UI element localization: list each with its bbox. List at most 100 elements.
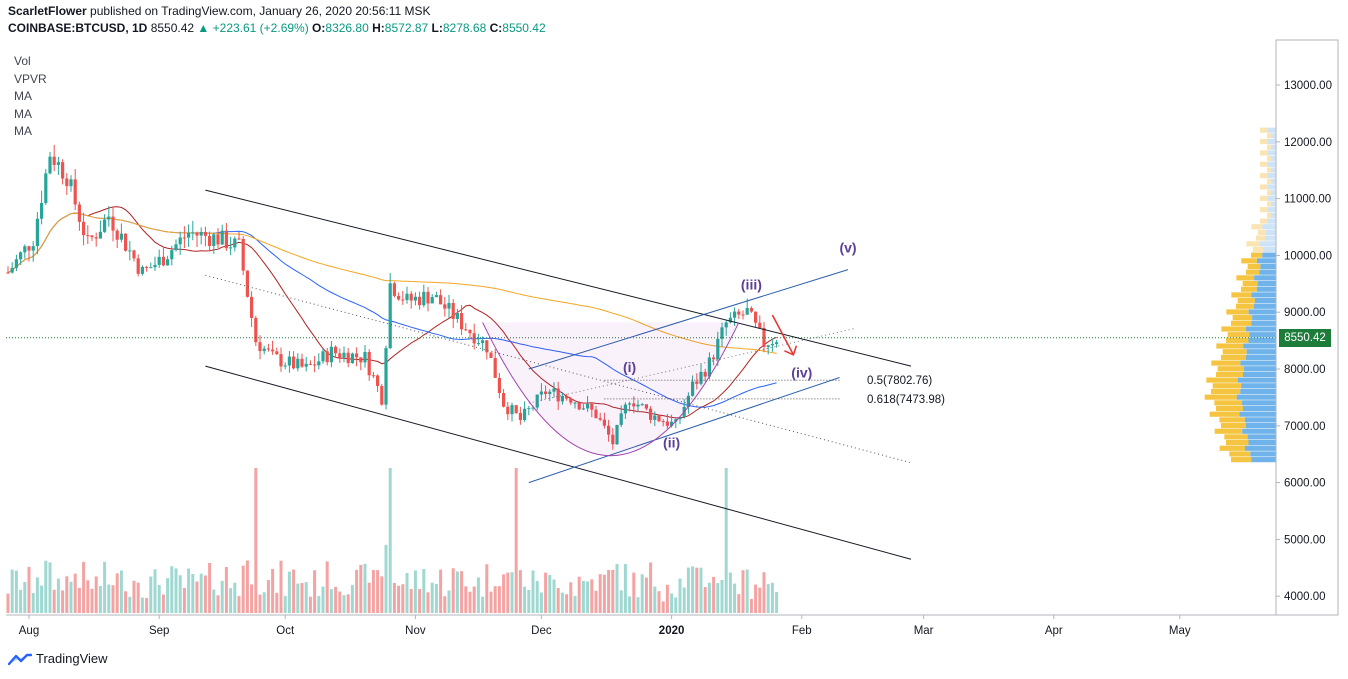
volume-bar [573,595,577,613]
open-label: O: [312,21,326,35]
vpvr-bar-down [1263,246,1276,253]
ma-short-line [7,206,777,419]
volume-bar [661,601,665,613]
channel-upper-line [205,189,912,367]
volume-bar [161,594,165,613]
author-name[interactable]: ScarletFlower [8,4,87,18]
vpvr-bar-down [1267,184,1276,190]
vpvr-bar-down [1243,366,1276,372]
candle-body [220,230,224,245]
volume-bar [686,567,690,613]
trend-dotted-line [528,327,857,404]
candle-body [300,358,304,367]
volume-bar [506,572,510,613]
candle-body [770,344,774,346]
vpvr-bar-up [1251,252,1263,258]
volume-bar [733,583,737,613]
wave-label: (iv) [791,365,812,381]
volume-bar [716,583,720,613]
candle-body [594,409,598,419]
volume-bar [632,572,636,613]
volume-bar [581,580,585,613]
volume-bar [61,590,65,613]
volume-bar [762,572,766,613]
volume-bar [485,564,489,613]
volume-bar [313,570,317,613]
volume-bar [422,569,426,613]
vpvr-bar-down [1267,195,1276,201]
vpvr-bar-down [1248,309,1276,315]
indicator-ma-3[interactable]: MA [14,124,32,138]
volume-bar [149,576,153,613]
indicator-ma-2[interactable]: MA [14,106,32,121]
candle-body [728,317,732,323]
indicator-ma-1[interactable]: MA [14,89,32,103]
volume-bar [73,573,77,613]
volume-bar [237,596,241,613]
volume-bar [107,584,111,613]
vpvr-bar-up [1267,167,1272,173]
publish-text: published on TradingView.com, January 26… [90,4,431,18]
candle-body [241,238,245,271]
volume-bar [317,596,321,613]
candle-body [367,351,371,376]
vpvr-bar-down [1271,212,1276,218]
time-tick-label: Dec [531,625,552,637]
candle-body [485,340,489,353]
candle-body [430,297,434,304]
vpvr-bar-up [1260,207,1268,213]
volume-bar [598,574,602,613]
candle-body [754,311,758,323]
volume-bar [65,576,69,613]
candle-body [401,299,405,301]
vpvr-bar-down [1254,275,1276,281]
vpvr-bar-up [1214,400,1243,406]
volume-bar [115,573,119,613]
cup-fill [482,322,739,456]
tradingview-footer[interactable]: TradingView [8,651,108,666]
vpvr-bar-down [1256,258,1276,264]
volume-bar [464,586,468,613]
volume-bar [649,562,653,613]
candle-body [506,406,510,415]
vpvr-bar-up [1260,218,1268,224]
volume-bar [674,597,678,613]
indicator-vpvr[interactable]: VPVR [14,71,47,86]
candle-body [262,348,266,352]
vpvr-bar-up [1260,173,1268,179]
candle-body [182,237,186,239]
vpvr-bar-up [1241,286,1257,292]
symbol-info: COINBASE:BTCUSD, 1D 8550.42 ▲ +223.61 (+… [8,21,546,35]
price-tick-label: 12000.00 [1284,137,1332,149]
volume-bar [342,595,346,613]
symbol-name[interactable]: COINBASE:BTCUSD, 1D [8,21,148,35]
candle-body [153,264,157,268]
volume-bar [166,578,170,613]
vpvr-bar-down [1267,138,1276,145]
candle-body [283,365,287,367]
candle-body [178,237,182,245]
volume-bar [170,566,174,613]
indicator-vol[interactable]: Vol [14,54,31,68]
vpvr-bar-down [1251,320,1276,326]
vpvr-bar-down [1248,440,1276,446]
volume-bar [749,598,753,613]
candle-body [73,179,77,205]
candle-body [703,371,707,377]
wave-label: (iii) [741,276,762,292]
candle-body [224,230,228,249]
candle-body [65,178,69,187]
volume-bar [145,597,149,613]
volume-bar [451,568,455,613]
volume-bar [19,589,23,613]
volume-bar [119,570,123,613]
volume-bar [208,562,212,613]
candle-body [510,405,514,415]
vpvr-bar-up [1256,235,1265,241]
volume-bar [338,591,342,613]
volume-bar [636,597,640,613]
volume-bar [615,564,619,613]
vpvr-bar-down [1243,343,1276,349]
volume-bar [611,569,615,613]
